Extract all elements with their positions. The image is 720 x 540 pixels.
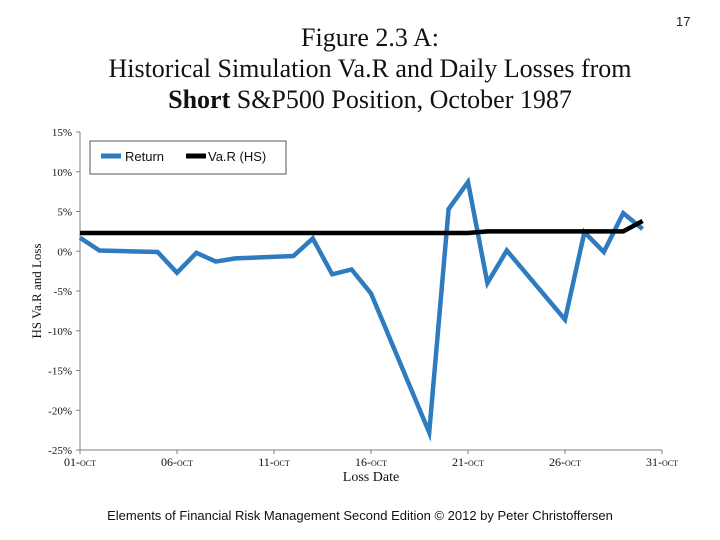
x-tick-label: 31-OCT: [646, 455, 678, 469]
x-tick-label: 26-OCT: [549, 455, 581, 469]
y-tick-label: -5%: [54, 286, 72, 298]
y-tick-label: -10%: [48, 326, 72, 338]
title-line-3: Short S&P500 Position, October 1987: [40, 84, 700, 115]
y-tick-label: -25%: [48, 445, 72, 457]
title-line-2: Historical Simulation Va.R and Daily Los…: [108, 54, 632, 83]
y-tick-label: -20%: [48, 405, 72, 417]
var-loss-chart: 15% 10% 5% 0% -5% -10% -15% -20% -25%01-OCT 06-OC…: [29, 127, 678, 485]
x-tick-label: 01-OCT: [64, 455, 96, 469]
y-tick-label: 5%: [57, 207, 72, 219]
x-tick-label: 16-OCT: [355, 455, 387, 469]
y-tick-label: -15%: [48, 366, 72, 378]
title-line-3-rest: S&P500 Position, October 1987: [230, 85, 572, 114]
legend-label-var: Va.R (HS): [208, 149, 266, 164]
legend-label-return: Return: [125, 149, 164, 164]
x-tick-label: 21-OCT: [452, 455, 484, 469]
y-tick-label: 10%: [52, 167, 72, 179]
x-tick-label: 11-OCT: [258, 455, 290, 469]
figure-title: Figure 2.3 A: Historical Simulation Va.R…: [40, 22, 700, 115]
y-axis-title: HS Va.R and Loss: [29, 243, 44, 338]
x-tick-label: 06-OCT: [161, 455, 193, 469]
footer-credit: Elements of Financial Risk Management Se…: [107, 508, 613, 523]
title-emphasis: Short: [168, 85, 231, 114]
page-number: 17: [676, 14, 691, 29]
title-line-1: Figure 2.3 A:: [301, 23, 439, 52]
var-series-line: [80, 219, 644, 236]
return-series-line: [78, 176, 645, 442]
x-axis-title: Loss Date: [343, 470, 399, 485]
y-tick-label: 0%: [57, 246, 72, 258]
y-tick-label: 15%: [52, 127, 72, 139]
